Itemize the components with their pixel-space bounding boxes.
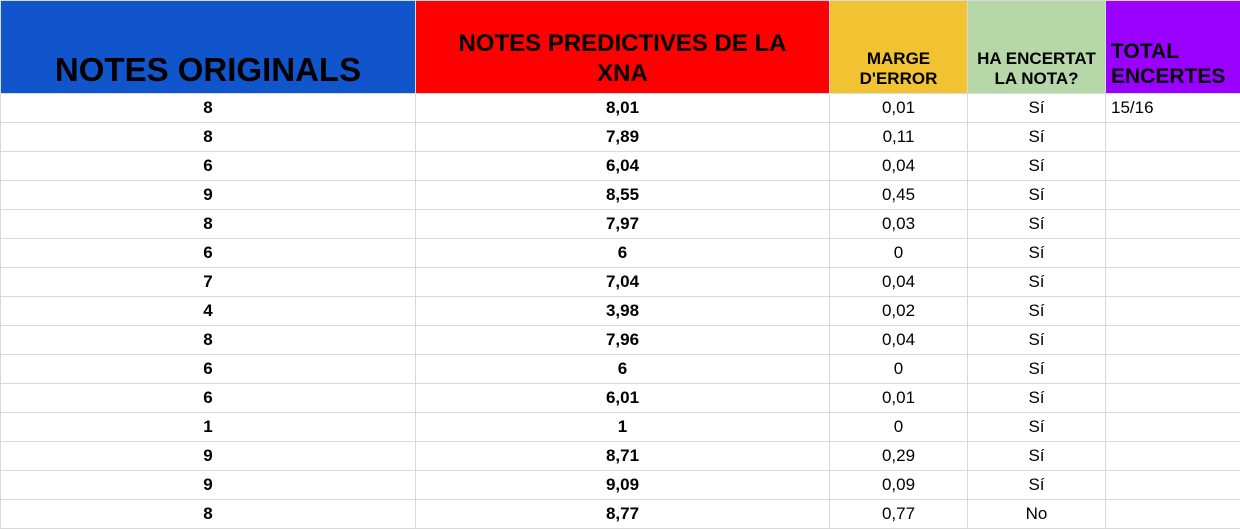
cell-predicted-grade[interactable]: 6 (416, 239, 830, 268)
cell-original-grade[interactable]: 8 (1, 94, 416, 123)
cell-predicted-grade[interactable]: 9,09 (416, 471, 830, 500)
cell-correct[interactable]: Sí (968, 210, 1106, 239)
cell-original-grade[interactable]: 4 (1, 297, 416, 326)
cell-predicted-grade[interactable]: 7,96 (416, 326, 830, 355)
cell-error-margin[interactable]: 0 (830, 413, 968, 442)
cell-total-correct[interactable] (1106, 297, 1240, 326)
cell-error-margin[interactable]: 0,09 (830, 471, 968, 500)
cell-original-grade[interactable]: 7 (1, 268, 416, 297)
header-original-grades[interactable]: NOTES ORIGINALS (1, 1, 416, 94)
cell-predicted-grade[interactable]: 7,89 (416, 123, 830, 152)
cell-correct[interactable]: Sí (968, 94, 1106, 123)
cell-total-correct[interactable] (1106, 442, 1240, 471)
cell-predicted-grade[interactable]: 6,04 (416, 152, 830, 181)
cell-total-correct[interactable] (1106, 268, 1240, 297)
cell-error-margin[interactable]: 0,02 (830, 297, 968, 326)
cell-total-correct[interactable] (1106, 500, 1240, 529)
cell-correct[interactable]: Sí (968, 239, 1106, 268)
cell-total-correct[interactable] (1106, 326, 1240, 355)
cell-correct[interactable]: Sí (968, 384, 1106, 413)
cell-error-margin[interactable]: 0,04 (830, 152, 968, 181)
cell-original-grade[interactable]: 6 (1, 152, 416, 181)
cell-correct[interactable]: Sí (968, 326, 1106, 355)
cell-total-correct[interactable] (1106, 181, 1240, 210)
cell-error-margin[interactable]: 0,45 (830, 181, 968, 210)
cell-total-correct[interactable] (1106, 471, 1240, 500)
cell-total-correct[interactable]: 15/16 (1106, 94, 1240, 123)
header-total-correct[interactable]: TOTAL ENCERTES (1106, 1, 1240, 94)
cell-correct[interactable]: Sí (968, 268, 1106, 297)
cell-error-margin[interactable]: 0,01 (830, 94, 968, 123)
cell-correct[interactable]: Sí (968, 297, 1106, 326)
cell-error-margin[interactable]: 0,03 (830, 210, 968, 239)
cell-correct[interactable]: Sí (968, 123, 1106, 152)
cell-original-grade[interactable]: 9 (1, 181, 416, 210)
cell-total-correct[interactable] (1106, 355, 1240, 384)
cell-predicted-grade[interactable]: 8,55 (416, 181, 830, 210)
cell-total-correct[interactable] (1106, 152, 1240, 181)
cell-original-grade[interactable]: 8 (1, 210, 416, 239)
cell-correct[interactable]: Sí (968, 471, 1106, 500)
header-correct[interactable]: HA ENCERTAT LA NOTA? (968, 1, 1106, 94)
cell-error-margin[interactable]: 0,01 (830, 384, 968, 413)
header-error-margin[interactable]: MARGE D'ERROR (830, 1, 968, 94)
cell-error-margin[interactable]: 0 (830, 355, 968, 384)
cell-original-grade[interactable]: 6 (1, 239, 416, 268)
cell-original-grade[interactable]: 8 (1, 500, 416, 529)
cell-original-grade[interactable]: 8 (1, 326, 416, 355)
cell-error-margin[interactable]: 0,11 (830, 123, 968, 152)
cell-original-grade[interactable]: 6 (1, 384, 416, 413)
cell-correct[interactable]: No (968, 500, 1106, 529)
cell-predicted-grade[interactable]: 6 (416, 355, 830, 384)
header-row: NOTES ORIGINALS NOTES PREDICTIVES DE LA … (1, 1, 1240, 94)
cell-predicted-grade[interactable]: 7,04 (416, 268, 830, 297)
cell-predicted-grade[interactable]: 3,98 (416, 297, 830, 326)
cell-predicted-grade[interactable]: 1 (416, 413, 830, 442)
cell-total-correct[interactable] (1106, 210, 1240, 239)
cell-correct[interactable]: Sí (968, 355, 1106, 384)
cell-error-margin[interactable]: 0,77 (830, 500, 968, 529)
cell-correct[interactable]: Sí (968, 181, 1106, 210)
header-predicted-grades[interactable]: NOTES PREDICTIVES DE LA XNA (416, 1, 830, 94)
cell-predicted-grade[interactable]: 8,01 (416, 94, 830, 123)
cell-predicted-grade[interactable]: 8,77 (416, 500, 830, 529)
cell-predicted-grade[interactable]: 6,01 (416, 384, 830, 413)
cell-error-margin[interactable]: 0,29 (830, 442, 968, 471)
cell-original-grade[interactable]: 1 (1, 413, 416, 442)
cell-original-grade[interactable]: 9 (1, 471, 416, 500)
cell-correct[interactable]: Sí (968, 152, 1106, 181)
cell-error-margin[interactable]: 0,04 (830, 268, 968, 297)
cell-original-grade[interactable]: 8 (1, 123, 416, 152)
cell-original-grade[interactable]: 9 (1, 442, 416, 471)
cell-error-margin[interactable]: 0,04 (830, 326, 968, 355)
cell-correct[interactable]: Sí (968, 413, 1106, 442)
cell-total-correct[interactable] (1106, 384, 1240, 413)
cell-total-correct[interactable] (1106, 413, 1240, 442)
cell-predicted-grade[interactable]: 8,71 (416, 442, 830, 471)
cell-correct[interactable]: Sí (968, 442, 1106, 471)
cell-original-grade[interactable]: 6 (1, 355, 416, 384)
cell-total-correct[interactable] (1106, 123, 1240, 152)
cell-total-correct[interactable] (1106, 239, 1240, 268)
cell-predicted-grade[interactable]: 7,97 (416, 210, 830, 239)
cell-error-margin[interactable]: 0 (830, 239, 968, 268)
